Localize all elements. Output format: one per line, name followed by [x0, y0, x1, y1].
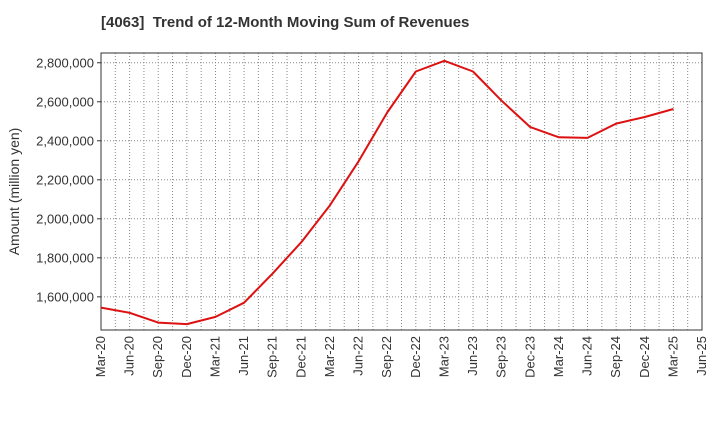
y-tick-label: 1,800,000 [36, 250, 94, 265]
x-tick-label: Sep-24 [608, 336, 623, 378]
x-tick-label: Dec-20 [179, 336, 194, 378]
x-tick-label: Jun-20 [122, 336, 137, 376]
axes [97, 52, 703, 331]
x-tick-label: Mar-22 [322, 336, 337, 377]
plot-frame [100, 52, 703, 331]
x-tick-label: Dec-21 [293, 336, 308, 378]
grid-lines [101, 53, 702, 330]
x-tick-label: Mar-25 [665, 336, 680, 377]
y-tick-label: 1,600,000 [36, 289, 94, 304]
x-tick-label: Mar-21 [207, 336, 222, 377]
x-tick-label: Jun-21 [236, 336, 251, 376]
x-tick-label: Sep-22 [379, 336, 394, 378]
chart-title: [4063] Trend of 12-Month Moving Sum of R… [101, 14, 470, 31]
y-tick-label: 2,800,000 [36, 55, 94, 70]
x-tick-label: Sep-20 [150, 336, 165, 378]
x-tick-label: Mar-20 [93, 336, 108, 377]
x-tick-label: Dec-23 [522, 336, 537, 378]
x-tick-label: Sep-23 [494, 336, 509, 378]
y-tick-label: 2,400,000 [36, 133, 94, 148]
x-tick-label: Jun-22 [351, 336, 366, 376]
y-tick-labels: 1,600,000 1,800,000 2,000,000 2,200,000 2,40… [36, 55, 94, 304]
x-tick-label: Dec-24 [637, 336, 652, 378]
series [100, 59, 674, 326]
x-tick-label: Sep-21 [265, 336, 280, 378]
series-line [100, 59, 674, 326]
y-tick-label: 2,000,000 [36, 211, 94, 226]
y-axis-label: Amount (million yen) [6, 128, 22, 256]
y-tick-label: 2,600,000 [36, 94, 94, 109]
x-tick-label: Dec-22 [408, 336, 423, 378]
x-tick-label: Mar-23 [436, 336, 451, 377]
x-tick-labels: Mar-20 Jun-20 Sep-20 Dec-20 Mar-21 Jun-21 Sep-… [93, 336, 709, 378]
x-tick-label: Jun-25 [694, 336, 709, 376]
x-tick-label: Jun-24 [580, 336, 595, 376]
x-tick-label: Jun-23 [465, 336, 480, 376]
y-tick-label: 2,200,000 [36, 172, 94, 187]
x-tick-label: Mar-24 [551, 336, 566, 377]
